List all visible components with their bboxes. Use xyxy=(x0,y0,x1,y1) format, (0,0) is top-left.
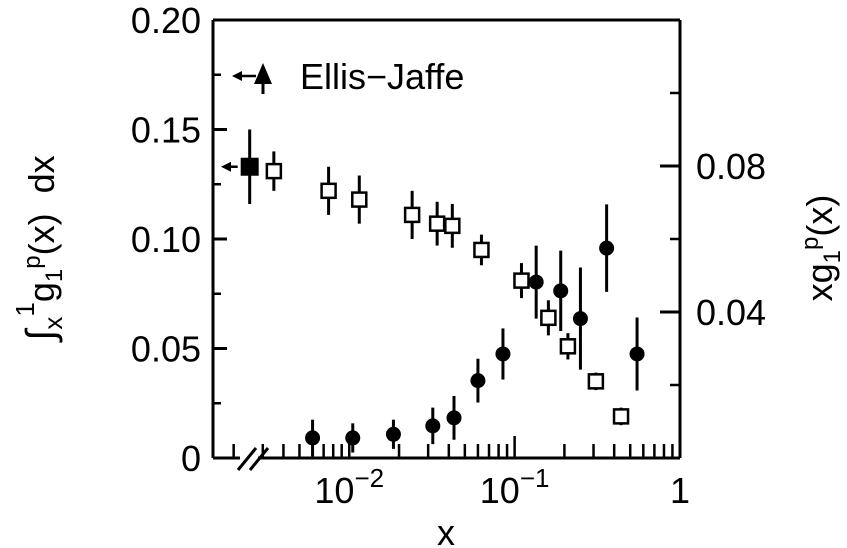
legend: Ellis−Jaffe xyxy=(232,56,464,97)
open-square-point xyxy=(473,241,490,259)
right-y-axis-title: xg1p(x) xyxy=(797,195,846,302)
open-square-point xyxy=(428,215,446,232)
filled-circle-point xyxy=(528,274,544,290)
open-square-point xyxy=(403,206,421,224)
filled-circle-point xyxy=(572,311,588,327)
filled-circle-point xyxy=(495,346,511,362)
open-square-point xyxy=(559,338,577,355)
x-axis-title: x xyxy=(437,512,455,548)
filled-circle-point xyxy=(305,430,321,446)
right-y-tick-label: 0.08 xyxy=(696,146,766,187)
open-square-point xyxy=(265,162,283,180)
x-tick-label: 10−1 xyxy=(480,463,550,511)
filled-square-point xyxy=(240,157,259,176)
right-y-tick-label: 0.04 xyxy=(696,292,766,333)
value-arrow-head xyxy=(221,161,231,172)
axis-titles: x ∫x1g1p(x) dx xg1p(x) xyxy=(10,155,846,548)
axis-break-mark xyxy=(248,447,270,471)
legend-arrow-head xyxy=(232,71,242,81)
filled-circle-point xyxy=(385,426,401,442)
filled-circle-point xyxy=(470,373,486,389)
filled-circle-point xyxy=(425,418,441,434)
legend-label: Ellis−Jaffe xyxy=(300,56,464,97)
tick-labels: 0 0.05 0.10 0.15 0.20 0.04 0.08 10−2 10−1 1 xyxy=(131,0,766,511)
open-square-point xyxy=(587,373,605,390)
left-y-axis-title: ∫x1g1p(x) dx xyxy=(10,155,68,342)
axis-ticks xyxy=(213,18,682,460)
left-y-tick-label: 0.15 xyxy=(131,110,201,151)
filled-circle-point xyxy=(446,410,462,426)
filled-circle-point xyxy=(629,346,645,362)
open-square-point xyxy=(612,408,630,425)
left-y-tick-label: 0.20 xyxy=(131,0,201,41)
x-tick-label: 1 xyxy=(670,470,690,511)
open-square-point xyxy=(513,272,530,289)
left-y-tick-label: 0.05 xyxy=(131,329,201,370)
left-y-tick-label: 0.10 xyxy=(131,219,201,260)
open-square-point xyxy=(351,191,368,208)
axis-break-mark xyxy=(236,447,258,471)
open-square-point xyxy=(444,217,461,235)
filled-circle-point xyxy=(345,430,361,446)
data-series xyxy=(221,129,645,457)
filled-circle-point xyxy=(553,283,569,299)
open-square-point xyxy=(320,182,337,200)
x-tick-label: 10−2 xyxy=(314,463,384,511)
open-square-point xyxy=(540,309,557,327)
filled-circle-point xyxy=(599,240,615,256)
left-y-tick-label: 0 xyxy=(181,438,201,479)
